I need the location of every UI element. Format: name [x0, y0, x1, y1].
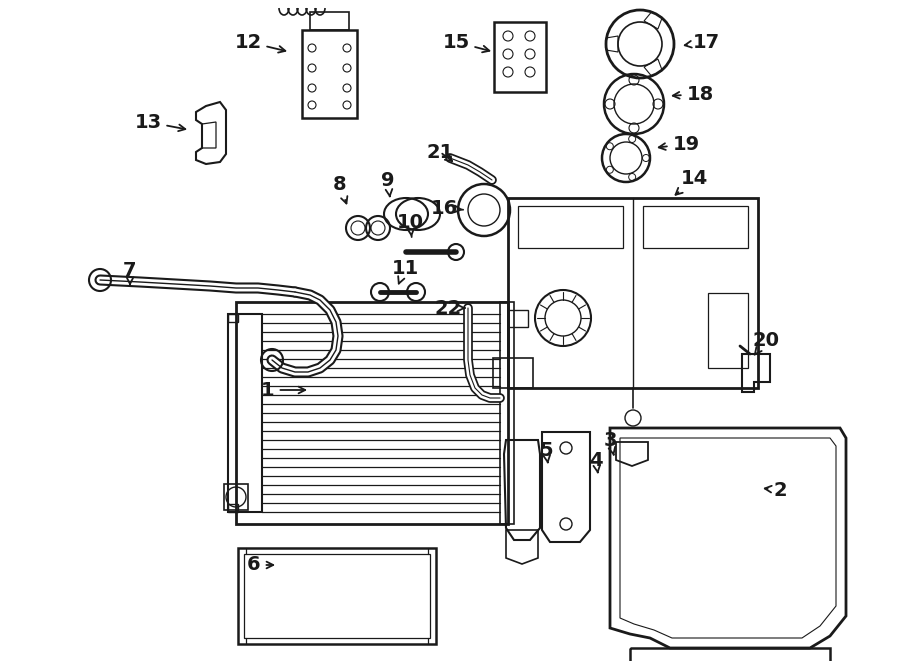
Text: 7: 7: [123, 260, 137, 285]
Text: 19: 19: [659, 134, 699, 153]
Text: 11: 11: [392, 258, 418, 284]
Text: 16: 16: [430, 198, 464, 217]
Text: 9: 9: [382, 171, 395, 196]
Text: 17: 17: [685, 32, 720, 52]
Text: 10: 10: [397, 212, 424, 237]
Text: 15: 15: [443, 32, 490, 52]
Text: 8: 8: [333, 176, 347, 204]
Text: 21: 21: [427, 143, 454, 161]
Text: 13: 13: [134, 112, 185, 132]
Text: 12: 12: [234, 32, 285, 53]
Text: 5: 5: [539, 440, 553, 463]
Text: 22: 22: [435, 299, 464, 317]
Text: 18: 18: [673, 85, 714, 104]
Text: 6: 6: [248, 555, 274, 574]
Text: 20: 20: [752, 330, 779, 355]
Text: 3: 3: [603, 430, 616, 455]
Text: 2: 2: [765, 481, 787, 500]
Text: 14: 14: [676, 169, 707, 195]
Text: 4: 4: [590, 451, 603, 473]
Text: 1: 1: [261, 381, 305, 399]
